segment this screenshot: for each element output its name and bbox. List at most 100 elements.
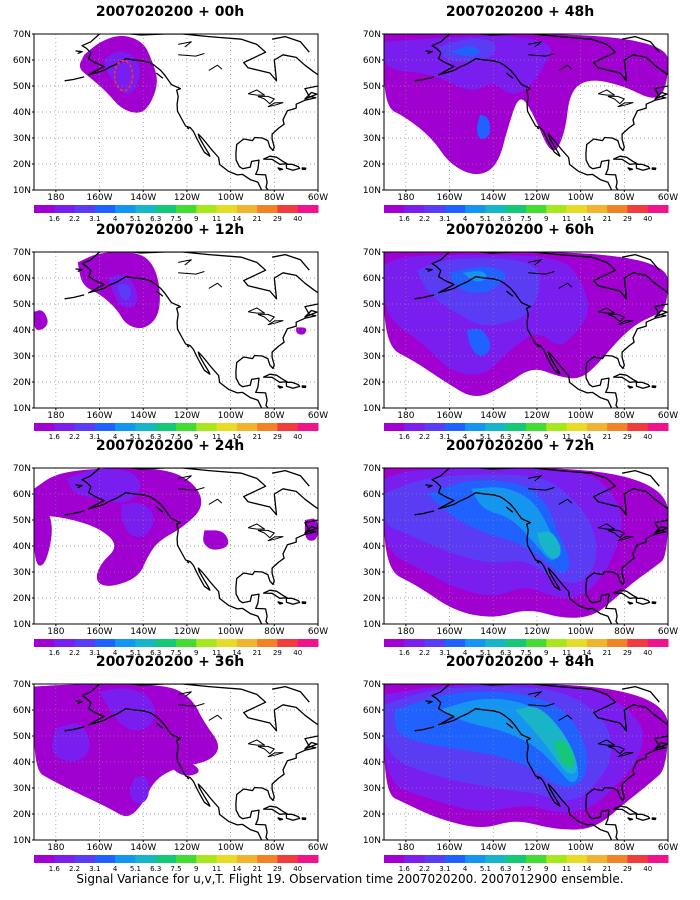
map-background: [34, 252, 318, 408]
lake-outline: [558, 282, 573, 289]
colorbar-swatch: [404, 205, 426, 213]
lake-outline: [257, 313, 275, 323]
lon-tick-label: 100W: [218, 411, 244, 421]
colorbar-level-label: 40: [293, 649, 302, 657]
colorbar-swatch: [257, 855, 278, 863]
coastline-fragment: [183, 243, 214, 247]
colorbar-level-label: 21: [603, 433, 612, 441]
lake-outline: [267, 536, 284, 542]
map-plot: 70N 60N 50N 40N 30N 20N 10N 180 160W 140W 120W 100W…: [363, 464, 678, 657]
coastline: [64, 243, 318, 408]
coastline-fragment: [75, 268, 83, 273]
coastline-fragment: [621, 685, 660, 703]
lon-tick-label: 180: [47, 843, 64, 853]
colorbar-swatch: [34, 423, 55, 431]
coastline-north-america: [81, 34, 318, 190]
lat-tick-label: 40N: [13, 108, 31, 118]
map-grid: [34, 252, 318, 408]
lon-tick-label: 80W: [614, 843, 634, 853]
map-background: [34, 34, 318, 190]
map-panel-p36: 2007020200 + 36h 70N 60N 50N 40N 30N 20N 10N 180…: [0, 654, 340, 873]
colorbar-swatch: [115, 855, 136, 863]
coastline-fragment: [505, 722, 514, 729]
colorbar-swatch: [444, 855, 466, 863]
colorbar-level-label: 5.1: [130, 865, 141, 873]
lon-tick-label: 60W: [658, 627, 678, 637]
lon-tick-label: 80W: [614, 627, 634, 637]
colorbar-swatch: [297, 423, 319, 431]
lake-outline: [558, 498, 573, 505]
coastline-island: [651, 167, 657, 171]
coastline-island: [262, 805, 288, 815]
coastline-fragment: [505, 506, 514, 513]
colorbar: 1.6 2.2 3.1 4 5.1 6.3 7.5 9 11 14 21 29 40: [34, 423, 319, 441]
colorbar-level-label: 1.6: [49, 433, 61, 441]
coastline-island: [304, 525, 318, 534]
lon-tick-label: 140W: [480, 843, 506, 853]
coastline-fragment: [186, 561, 190, 564]
colorbar-level-label: 2.2: [69, 433, 80, 441]
colorbar-level-label: 11: [212, 649, 221, 657]
lake-outline: [178, 691, 192, 698]
highlight-contour: [113, 59, 134, 92]
colorbar-level-label: 40: [293, 215, 302, 223]
colorbar-level-label: 11: [562, 865, 571, 873]
lat-tick-label: 10N: [13, 620, 31, 630]
lon-tick-label: 80W: [264, 627, 284, 637]
colorbar-level-label: 4: [113, 433, 118, 441]
lake-outline: [178, 259, 192, 266]
colorbar-level-label: 40: [643, 865, 652, 873]
coastline-fragment: [183, 459, 214, 463]
colorbar-level-label: 40: [293, 865, 302, 873]
coastline: [64, 684, 318, 840]
lon-tick-label: 140W: [480, 411, 506, 421]
colorbar-level-label: 5.1: [130, 649, 141, 657]
variance-field: [384, 684, 668, 830]
lon-tick-label: 140W: [480, 627, 506, 637]
variance-contour-level-4: [449, 46, 480, 57]
panel-title: 2007020200 + 00h: [95, 4, 245, 20]
colorbar-swatch: [216, 205, 238, 213]
lon-tick-label: 80W: [264, 843, 284, 853]
colorbar-swatch: [627, 639, 649, 647]
map-grid: [384, 468, 668, 624]
colorbar-swatch: [74, 423, 96, 431]
coastline-island: [654, 309, 668, 318]
lake-outline: [558, 64, 573, 71]
colorbar-level-label: 40: [643, 649, 652, 657]
lat-tick-label: 70N: [13, 464, 31, 474]
lake-outline: [267, 102, 284, 108]
colorbar-swatch: [444, 639, 466, 647]
coastline-island: [612, 589, 638, 599]
lat-tick-label: 20N: [13, 160, 31, 170]
coastline-island: [654, 525, 668, 534]
map-grid: [384, 684, 668, 840]
colorbar-level-label: 9: [544, 865, 548, 873]
lat-tick-label: 60N: [363, 56, 381, 66]
colorbar-swatch: [176, 205, 197, 213]
map-panel-p84: 2007020200 + 84h 70N 60N 50N 40N 30N 20N 10N 180…: [350, 654, 690, 873]
colorbar-swatch: [647, 855, 669, 863]
coastline-island: [651, 385, 657, 389]
colorbar-swatch: [526, 855, 547, 863]
colorbar-level-label: 5.1: [130, 433, 141, 441]
coastline-island: [285, 381, 301, 389]
lat-tick-label: 30N: [363, 568, 381, 578]
coastline-fragment: [108, 31, 121, 32]
colorbar-level-label: 14: [582, 865, 591, 873]
coastline-fragment: [536, 127, 540, 130]
lat-tick-label: 70N: [13, 248, 31, 258]
lat-tick-label: 60N: [13, 706, 31, 716]
colorbar-swatch: [424, 205, 446, 213]
colorbar-level-label: 7.5: [170, 865, 181, 873]
coastline-fragment: [576, 34, 612, 35]
coastline-fragment: [505, 72, 514, 79]
lake-outline: [257, 745, 275, 755]
coastline-fragment: [425, 484, 433, 489]
lat-tick-label: 40N: [363, 108, 381, 118]
coastline-fragment: [271, 35, 310, 53]
variance-contour-level-1: [34, 507, 52, 566]
lat-tick-label: 60N: [13, 56, 31, 66]
colorbar: 1.6 2.2 3.1 4 5.1 6.3 7.5 9 11 14 21 29 40: [384, 855, 669, 873]
lon-tick-label: 120W: [174, 193, 200, 203]
